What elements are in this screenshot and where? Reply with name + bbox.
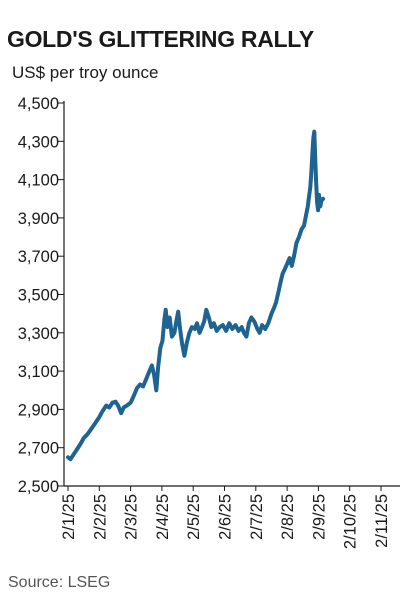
y-tick-label: 3,100 — [18, 363, 59, 381]
chart-title: GOLD'S GLITTERING RALLY — [7, 26, 314, 52]
gold-price-series-line — [66, 129, 326, 462]
y-tick-label: 4,100 — [18, 172, 59, 190]
y-tick-label: 2,900 — [18, 401, 59, 419]
x-tick-label: 2/3/25 — [123, 494, 141, 540]
y-tick-label: 4,500 — [18, 95, 59, 113]
y-tick-label: 4,300 — [18, 133, 59, 151]
y-tick-label: 3,900 — [18, 210, 59, 228]
y-tick-label: 3,300 — [18, 325, 59, 343]
series-layer — [66, 129, 326, 462]
source-note: Source: LSEG — [8, 574, 111, 591]
x-tick-label: 2/4/25 — [154, 494, 172, 540]
x-tick-label: 2/7/25 — [248, 494, 266, 540]
y-axis-ticks: 2,500 2,700 2,900 3,100 3,300 3,500 3,700 3,900… — [18, 95, 64, 496]
x-tick-label: 2/9/25 — [310, 494, 328, 540]
chart-subtitle: US$ per troy ounce — [12, 63, 159, 82]
x-tick-label: 2/2/25 — [91, 494, 109, 540]
y-tick-label: 2,700 — [18, 440, 59, 458]
y-tick-label: 3,700 — [18, 248, 59, 266]
x-tick-label: 2/5/25 — [185, 494, 203, 540]
x-tick-label: 2/6/25 — [217, 494, 235, 540]
x-tick-label: 2/1/25 — [60, 494, 78, 540]
y-tick-label: 3,500 — [18, 287, 59, 305]
x-axis-ticks: 2/1/25 2/2/25 2/3/25 2/4/25 2/5/25 2/6/25 2/7/… — [60, 486, 391, 549]
x-tick-label: 2/10/25 — [342, 494, 360, 549]
y-tick-label: 2,500 — [18, 478, 59, 496]
x-tick-label: 2/8/25 — [279, 494, 297, 540]
x-tick-label: 2/11/25 — [373, 494, 391, 548]
